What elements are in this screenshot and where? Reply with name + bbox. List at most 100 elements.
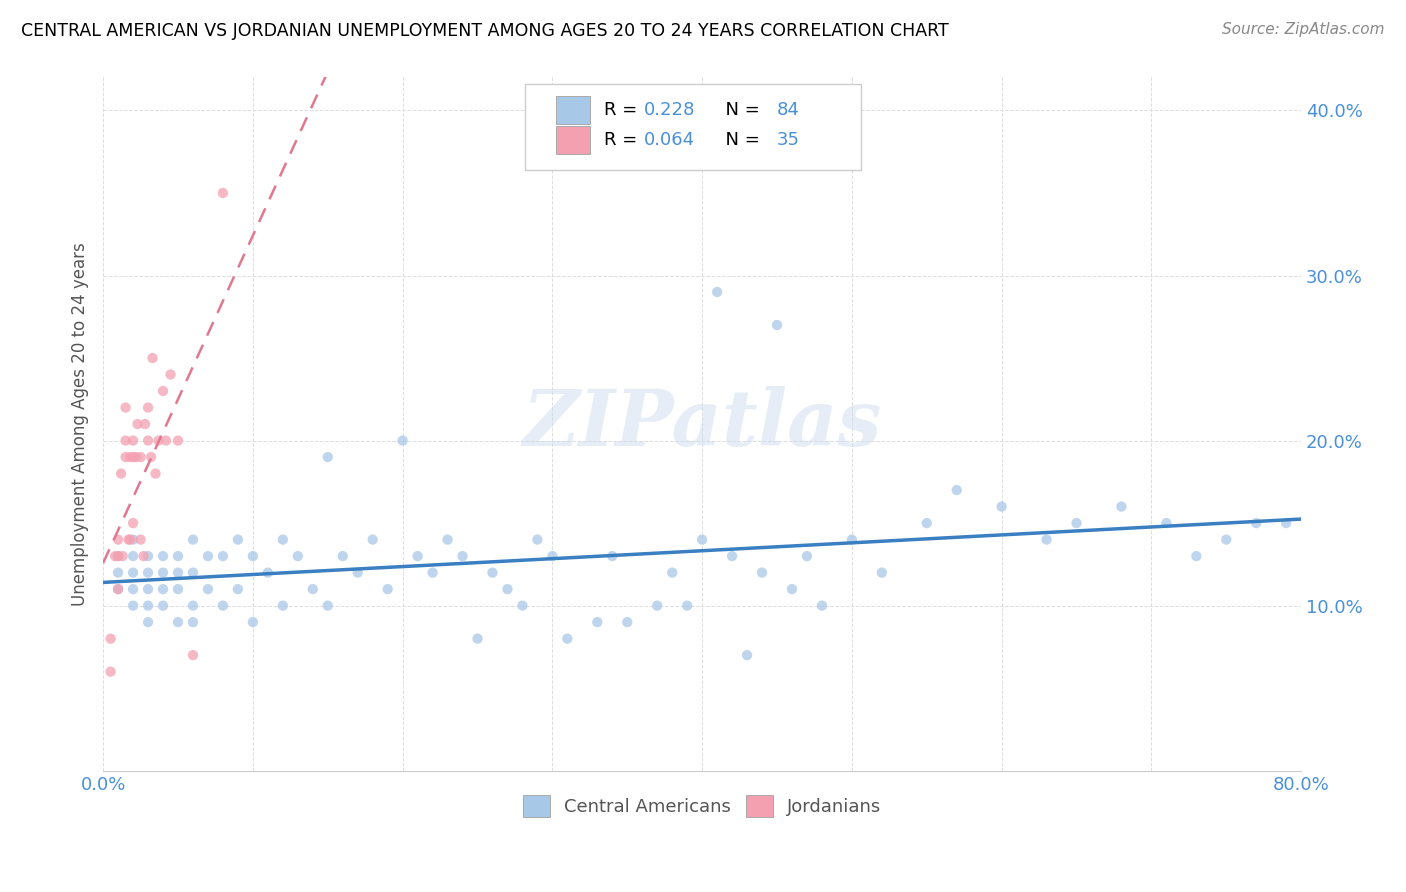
Point (242, 549, 264, 563)
Point (780, 582, 803, 596)
Point (197, 549, 219, 563)
Point (167, 582, 190, 596)
Point (332, 549, 354, 563)
Point (107, 582, 129, 596)
Point (167, 549, 190, 563)
Point (541, 549, 564, 563)
Point (600, 549, 623, 563)
Point (496, 582, 519, 596)
FancyBboxPatch shape (555, 126, 589, 153)
Point (451, 549, 474, 563)
Point (181, 599, 204, 613)
Point (512, 599, 534, 613)
Point (391, 434, 413, 448)
Text: 35: 35 (776, 131, 800, 149)
Point (111, 549, 134, 563)
Text: 84: 84 (776, 101, 799, 119)
Point (841, 533, 863, 547)
Point (136, 615, 159, 629)
Point (104, 549, 127, 563)
Point (721, 549, 744, 563)
Point (122, 599, 145, 613)
Point (586, 615, 609, 629)
Point (377, 582, 399, 596)
Point (467, 632, 489, 646)
Point (1185, 549, 1208, 563)
Point (690, 533, 713, 547)
Point (316, 450, 339, 464)
Point (136, 401, 159, 415)
Point (114, 450, 136, 464)
Point (945, 483, 967, 497)
Point (796, 549, 818, 563)
Point (197, 582, 219, 596)
Point (751, 566, 773, 580)
Point (645, 599, 668, 613)
Point (122, 450, 145, 464)
Point (110, 467, 132, 481)
Point (167, 566, 190, 580)
Point (122, 516, 145, 530)
Point (136, 434, 159, 448)
Point (436, 533, 458, 547)
Point (181, 566, 204, 580)
FancyBboxPatch shape (555, 96, 589, 124)
Point (301, 582, 323, 596)
Point (167, 434, 190, 448)
Point (422, 566, 444, 580)
Point (120, 533, 142, 547)
Point (152, 599, 174, 613)
Point (152, 384, 174, 398)
Point (271, 599, 294, 613)
Point (148, 434, 170, 448)
Point (129, 533, 152, 547)
Point (122, 566, 145, 580)
Point (181, 648, 204, 662)
Point (1111, 500, 1133, 514)
Point (181, 533, 204, 547)
Point (287, 549, 309, 563)
Point (766, 318, 789, 332)
Point (212, 186, 235, 200)
Point (114, 434, 136, 448)
Point (616, 615, 638, 629)
Text: N =: N = (714, 101, 766, 119)
Point (226, 533, 249, 547)
Point (661, 566, 683, 580)
Point (811, 599, 834, 613)
Point (117, 533, 139, 547)
Point (122, 434, 145, 448)
Point (181, 615, 204, 629)
Point (129, 450, 152, 464)
Point (1215, 533, 1237, 547)
Point (122, 582, 145, 596)
Point (107, 549, 129, 563)
Point (1066, 516, 1088, 530)
Point (870, 566, 893, 580)
Point (155, 434, 177, 448)
Point (127, 417, 149, 431)
Point (316, 599, 339, 613)
Point (100, 632, 122, 646)
Point (676, 599, 699, 613)
Text: ZIPatlas: ZIPatlas (523, 386, 882, 462)
Text: Source: ZipAtlas.com: Source: ZipAtlas.com (1222, 22, 1385, 37)
Point (114, 401, 136, 415)
Point (406, 549, 429, 563)
Point (735, 648, 758, 662)
Point (159, 368, 181, 382)
Text: R =: R = (605, 131, 643, 149)
FancyBboxPatch shape (524, 84, 862, 169)
Point (132, 549, 155, 563)
Text: CENTRAL AMERICAN VS JORDANIAN UNEMPLOYMENT AMONG AGES 20 TO 24 YEARS CORRELATION: CENTRAL AMERICAN VS JORDANIAN UNEMPLOYME… (21, 22, 949, 40)
Text: N =: N = (714, 131, 766, 149)
Text: 0.228: 0.228 (644, 101, 695, 119)
Point (242, 615, 264, 629)
Point (125, 450, 148, 464)
Point (271, 533, 294, 547)
Point (107, 533, 129, 547)
Point (226, 582, 249, 596)
Point (1035, 533, 1057, 547)
Point (212, 599, 235, 613)
Point (136, 566, 159, 580)
